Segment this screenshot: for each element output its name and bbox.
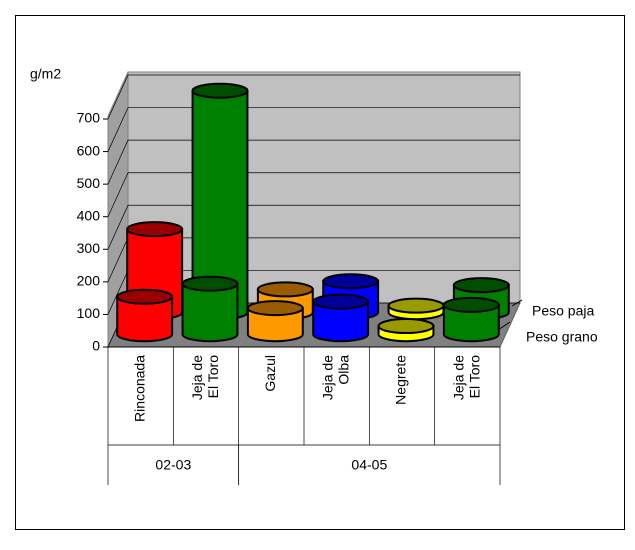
x-tick-label: Gazul [262, 355, 278, 392]
cylinder-top [312, 293, 370, 310]
group-label: 02-03 [155, 457, 191, 473]
y-axis-label: g/m2 [30, 66, 61, 82]
y-tick-label: 0 [92, 338, 100, 354]
cylinder-top [256, 281, 314, 298]
cylinder [442, 296, 500, 343]
y-tick-label: 200 [77, 273, 101, 289]
cylinder-top [322, 273, 380, 290]
y-tick-label: 400 [77, 207, 101, 223]
cylinder [377, 318, 435, 343]
y-tick-label: 600 [77, 142, 101, 158]
cylinder-body [181, 282, 239, 343]
x-tick-label: Rinconada [131, 355, 147, 422]
x-tick-label: Negrete [393, 355, 409, 405]
cylinder-top [126, 221, 184, 238]
x-tick-label: Jeja deOlba [319, 355, 351, 400]
group-label: 04-05 [351, 457, 387, 473]
cylinder-top [452, 277, 510, 294]
cylinder [312, 293, 370, 343]
cylinder-body [312, 300, 370, 343]
cylinder-top [377, 318, 435, 335]
y-tick-label: 700 [77, 110, 101, 126]
x-tick-label: Jeja deEl Toro [189, 355, 221, 400]
cylinder [387, 297, 445, 321]
grid-line [107, 172, 520, 217]
y-tick-label: 100 [77, 305, 101, 321]
legend-label: Peso paja [532, 303, 594, 319]
cylinder-body [442, 303, 500, 343]
cylinder-top [387, 297, 445, 314]
y-tick-label: 300 [77, 240, 101, 256]
cylinder-top [442, 296, 500, 313]
legend-leader [497, 321, 511, 331]
grid-line [107, 204, 520, 250]
cylinder [246, 300, 304, 343]
legend-leader [511, 299, 523, 307]
cylinder [116, 288, 174, 343]
y-tick-label: 500 [77, 175, 101, 191]
cylinder-body [116, 295, 174, 343]
grid-line [107, 107, 520, 152]
cylinder [181, 275, 239, 343]
back-wall [127, 71, 521, 304]
grid-line [107, 74, 520, 120]
cylinder-top [116, 288, 174, 305]
legend-label: Peso grano [526, 329, 598, 345]
grid-line [107, 139, 520, 185]
cylinder-top [246, 300, 304, 317]
cylinder-top [181, 275, 239, 292]
cylinder-top [191, 82, 249, 99]
cylinder-body [246, 307, 304, 343]
x-tick-label: Jeja deEl Toro [450, 355, 482, 400]
